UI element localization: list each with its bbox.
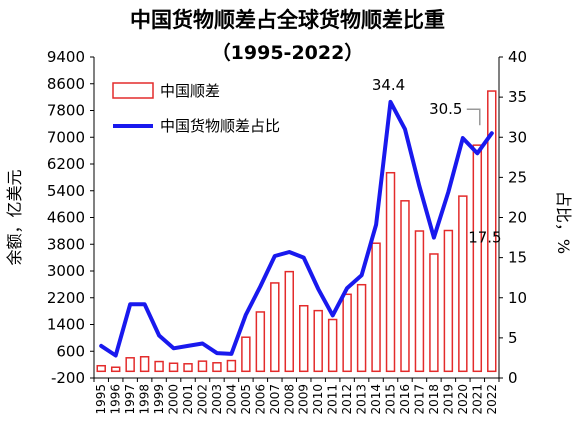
x-axis-tick-label: 2013	[355, 384, 369, 415]
x-axis-tick-label: 2002	[195, 384, 209, 415]
bar	[241, 336, 251, 373]
left-axis-tick-label: 1400	[47, 316, 85, 334]
bar	[284, 270, 294, 373]
x-axis-tick-label: 2004	[224, 384, 238, 415]
legend-swatch-bar	[112, 82, 154, 99]
x-axis-tick-label: 2012	[340, 384, 354, 415]
x-axis-tick-label: 1999	[152, 384, 166, 415]
bar	[487, 90, 497, 373]
x-axis-tick-label: 1998	[138, 384, 152, 415]
x-axis-tick-label: 2008	[282, 384, 296, 415]
left-axis-title: 余额，亿美元	[5, 169, 24, 265]
bar	[472, 144, 483, 373]
x-axis-tick-label: 2016	[398, 384, 412, 415]
x-axis-tick-label: 2003	[210, 384, 224, 415]
left-axis-tick-label: 3000	[47, 262, 85, 280]
bar	[139, 356, 150, 373]
right-axis-tick-label: 15	[508, 249, 527, 267]
data-label-last: 30.5	[429, 100, 462, 118]
right-axis-tick-label: 30	[508, 128, 527, 146]
legend-label-bar: 中国顺差	[160, 82, 220, 100]
x-axis-tick-label: 2020	[456, 384, 470, 415]
bar	[443, 229, 454, 373]
bar	[458, 195, 468, 373]
line-series	[99, 99, 494, 358]
left-axis-tick-label: 6200	[47, 155, 85, 173]
x-axis-tick-label: 1997	[123, 384, 137, 415]
bar	[110, 366, 121, 373]
x-axis-tick-label: 2005	[239, 384, 253, 415]
bar	[270, 282, 280, 373]
x-axis-tick-label: 2010	[311, 384, 325, 415]
bar	[342, 293, 352, 373]
left-axis-tick-label: 2200	[47, 289, 85, 307]
bar	[371, 242, 381, 373]
bar	[96, 364, 106, 373]
left-axis-tick-label: -200	[51, 369, 85, 387]
chart-subtitle: （1995-2022）	[211, 42, 364, 64]
legend-label-line: 中国货物顺差占比	[160, 117, 280, 135]
bar	[168, 362, 179, 373]
left-axis-tick-label: 7000	[47, 128, 85, 146]
x-axis-tick-label: 2014	[369, 384, 383, 415]
x-axis-tick-label: 2019	[441, 384, 455, 415]
chart-title: 中国货物顺差占全球货物顺差比重	[130, 8, 445, 32]
x-axis-tick-label: 2017	[412, 384, 426, 415]
right-axis-tick-label: 25	[508, 168, 527, 186]
left-axis-tick-label: 7800	[47, 102, 85, 120]
bar	[154, 360, 164, 373]
x-axis-tick-label: 1995	[94, 384, 108, 415]
x-axis-tick-label: 2022	[485, 384, 499, 415]
x-axis-tick-label: 2021	[470, 384, 484, 415]
bar	[125, 357, 135, 373]
left-axis-tick-label: 600	[56, 342, 85, 360]
bar	[356, 283, 367, 373]
right-axis-tick-label: 40	[508, 48, 527, 66]
left-axis-tick-label: 9400	[47, 48, 85, 66]
left-axis-tick-label: 5400	[47, 182, 85, 200]
right-axis-tick-label: 10	[508, 289, 527, 307]
bar	[429, 253, 439, 373]
bar	[313, 309, 323, 373]
x-axis-tick-label: 2007	[268, 384, 282, 415]
bar	[327, 318, 338, 373]
data-label-peak: 34.4	[372, 76, 405, 94]
left-axis-tick-label: 8600	[47, 75, 85, 93]
bar	[414, 230, 425, 373]
bar	[400, 200, 410, 373]
bar	[385, 171, 396, 373]
right-axis-tick-label: 20	[508, 209, 527, 227]
x-axis-tick-label: 2006	[253, 384, 267, 415]
x-axis-tick-label: 2001	[181, 384, 195, 415]
x-axis-tick-label: 2011	[326, 384, 340, 415]
x-axis-tick-label: 2015	[384, 384, 398, 415]
right-axis-tick-label: 0	[508, 369, 518, 387]
x-axis-tick-label: 2000	[167, 384, 181, 415]
right-axis-title: 占比，%	[554, 191, 573, 254]
data-label-leader	[466, 108, 481, 126]
bar	[226, 359, 237, 373]
right-axis-tick-label: 5	[508, 329, 518, 347]
bar	[183, 363, 193, 373]
bar	[299, 304, 309, 373]
data-label-low: 17.5	[468, 229, 501, 247]
bar	[255, 311, 266, 373]
right-axis-tick-label: 35	[508, 88, 527, 106]
left-axis-tick-label: 4600	[47, 209, 85, 227]
bar	[212, 362, 222, 373]
x-axis-tick-label: 1996	[109, 384, 123, 415]
left-axis-tick-label: 3800	[47, 235, 85, 253]
x-axis-tick-label: 2009	[297, 384, 311, 415]
x-axis-tick-label: 2018	[427, 384, 441, 415]
bar	[197, 360, 208, 373]
